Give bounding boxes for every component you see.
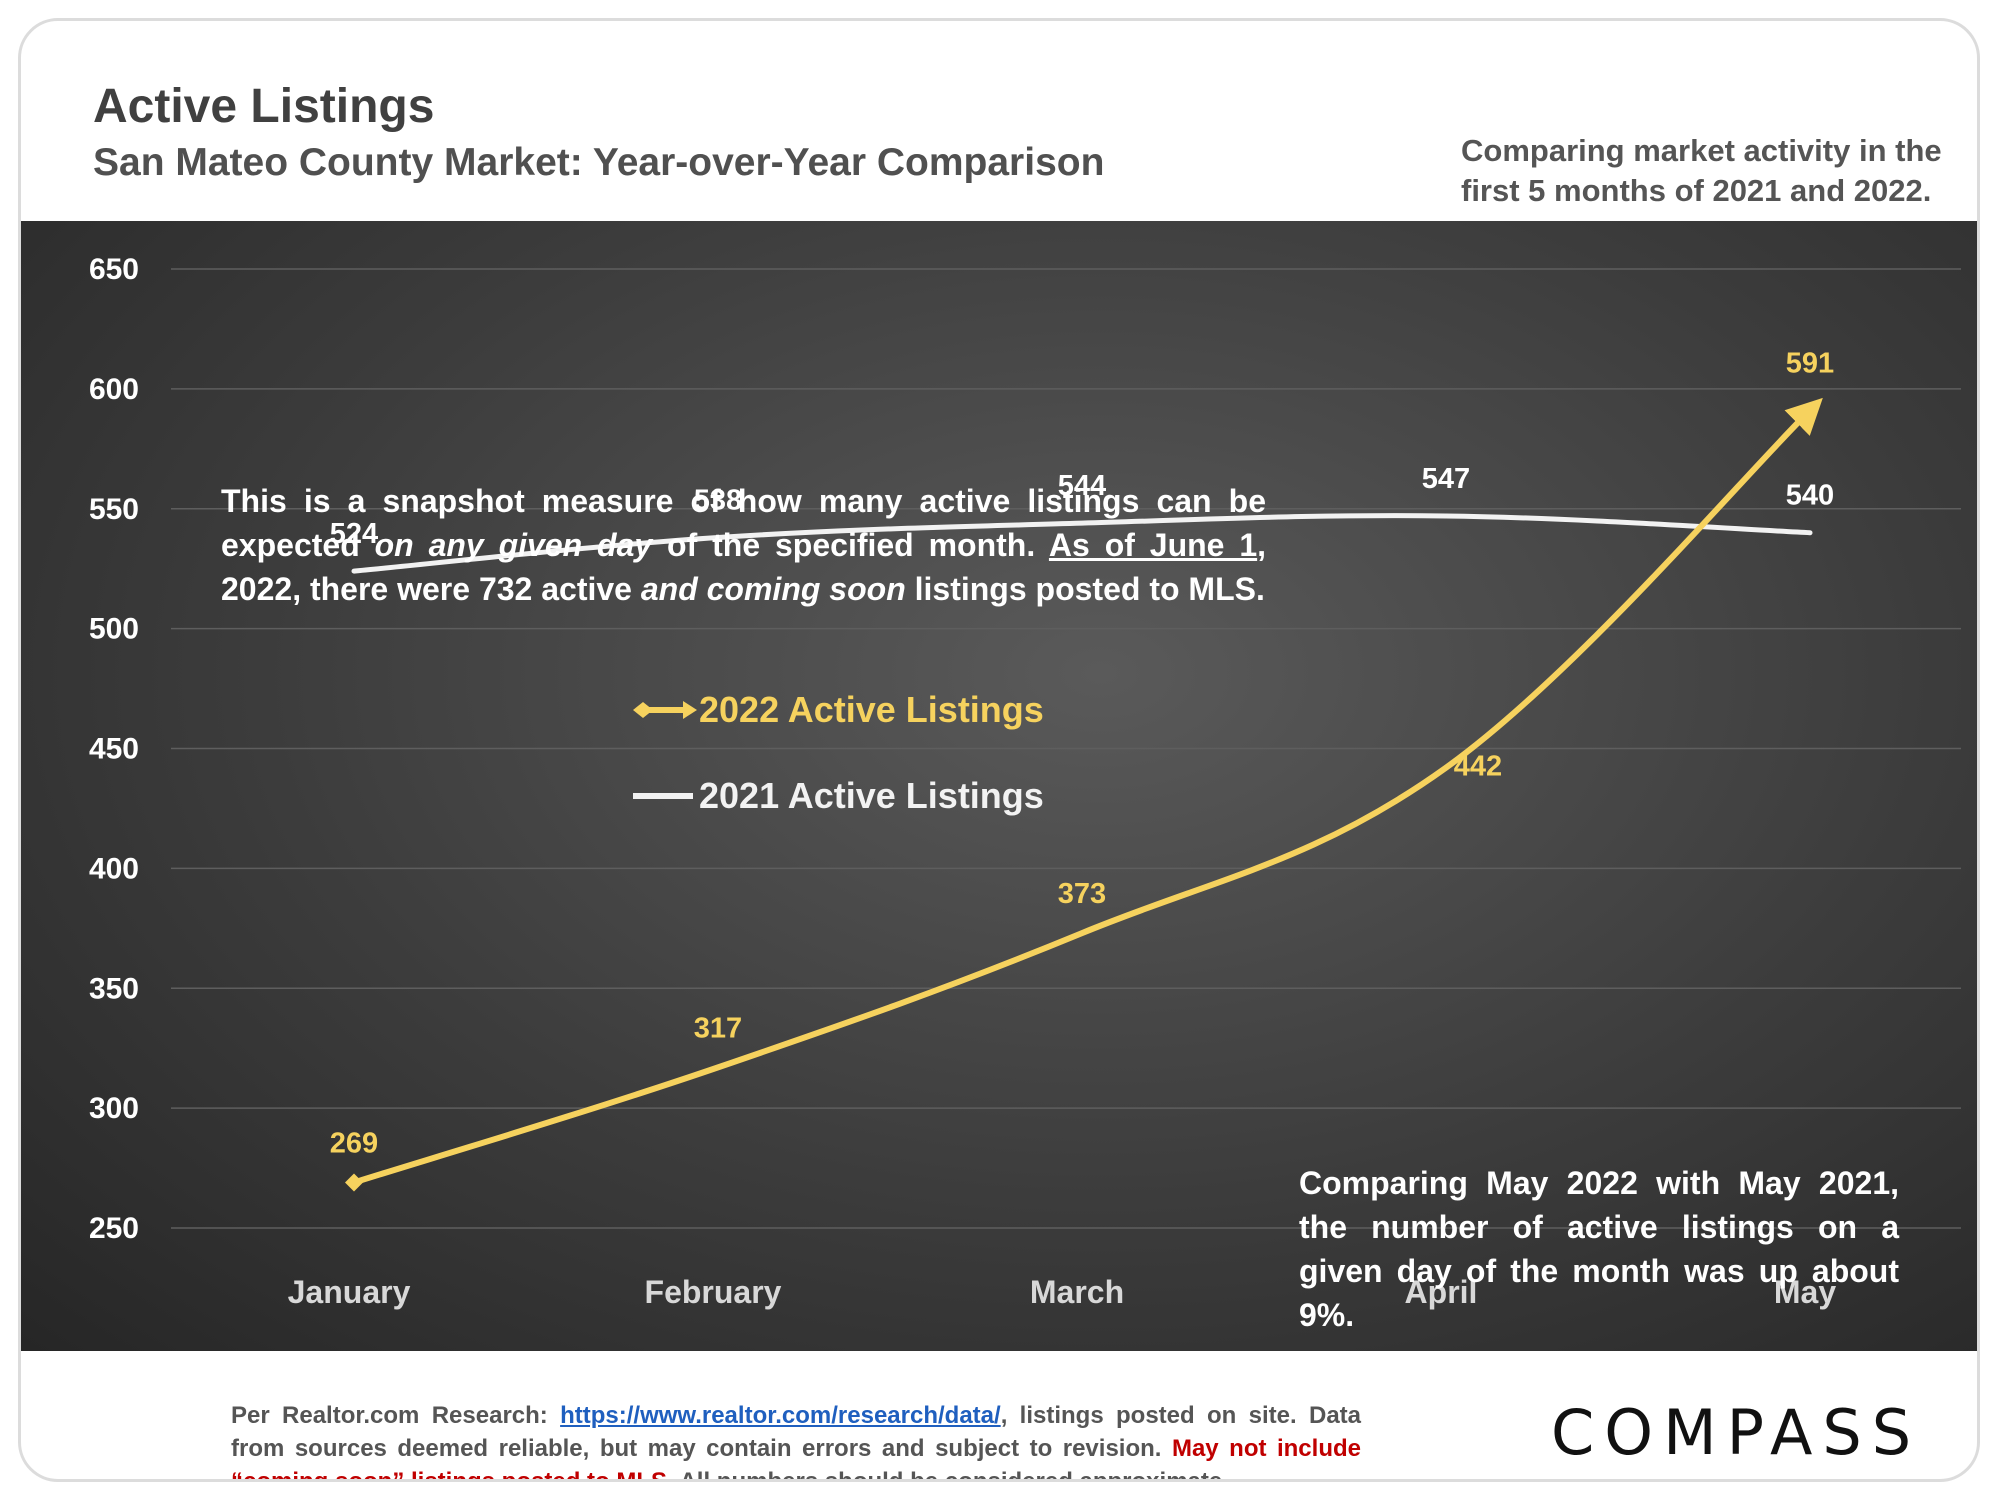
- y-tick-label: 250: [89, 1212, 139, 1245]
- legend-2021-label: 2021 Active Listings: [699, 775, 1044, 816]
- line-chart: 250 300 350 400 450 500 550 600 650 January Februa…: [89, 253, 1961, 1310]
- legend-2022-label: 2022 Active Listings: [699, 689, 1044, 730]
- series-2021-line: [351, 513, 1813, 574]
- x-tick-label: May: [1774, 1274, 1836, 1310]
- data-label-2021: 540: [1786, 480, 1834, 512]
- series-2022-line: [351, 397, 1823, 1186]
- data-label-2022: 442: [1454, 751, 1502, 783]
- chart-title: Active Listings: [93, 80, 435, 133]
- compass-logo: COMPASS: [1551, 1396, 1922, 1469]
- y-tick-label: 550: [89, 493, 139, 526]
- data-label-2021: 544: [1058, 470, 1106, 502]
- legend-2022-arrow: [683, 701, 697, 719]
- x-tick-label: March: [1030, 1274, 1124, 1310]
- chart-subtitle: San Mateo County Market: Year-over-Year …: [93, 141, 1105, 184]
- data-label-2021: 538: [694, 485, 742, 517]
- y-tick-label: 500: [89, 613, 139, 646]
- y-tick-label: 400: [89, 852, 139, 885]
- series-2022-start-marker: [345, 1173, 363, 1192]
- source-footnote: Per Realtor.com Research: https://www.re…: [231, 1402, 1361, 1482]
- data-label-2022: 373: [1058, 878, 1106, 910]
- legend-2022-diamond: [633, 702, 653, 718]
- comparison-period-note: Comparing market activity in the first 5…: [1461, 133, 1942, 208]
- comparison-annotation: Comparing May 2022 with May 2021, the nu…: [1299, 1165, 1899, 1333]
- x-tick-label: January: [288, 1274, 411, 1310]
- snapshot-annotation: This is a snapshot measure of how many a…: [221, 483, 1267, 607]
- data-label-2022: 317: [694, 1012, 742, 1044]
- y-tick-label: 300: [89, 1092, 139, 1125]
- chart-panel: 250 300 350 400 450 500 550 600 650 January Februa…: [21, 221, 1977, 1351]
- y-tick-label: 600: [89, 373, 139, 406]
- data-label-2022: 591: [1786, 347, 1834, 379]
- data-label-2022: 269: [330, 1127, 378, 1159]
- y-tick-label: 650: [89, 253, 139, 286]
- data-label-2021: 547: [1422, 463, 1470, 495]
- y-tick-label: 350: [89, 972, 139, 1005]
- source-link[interactable]: https://www.realtor.com/research/data/: [560, 1402, 1001, 1429]
- y-tick-label: 450: [89, 733, 139, 766]
- data-label-2021: 524: [330, 518, 378, 550]
- x-tick-label: February: [645, 1274, 782, 1310]
- chart-card: Active Listings San Mateo County Market:…: [18, 18, 1980, 1482]
- x-tick-label: April: [1405, 1274, 1478, 1310]
